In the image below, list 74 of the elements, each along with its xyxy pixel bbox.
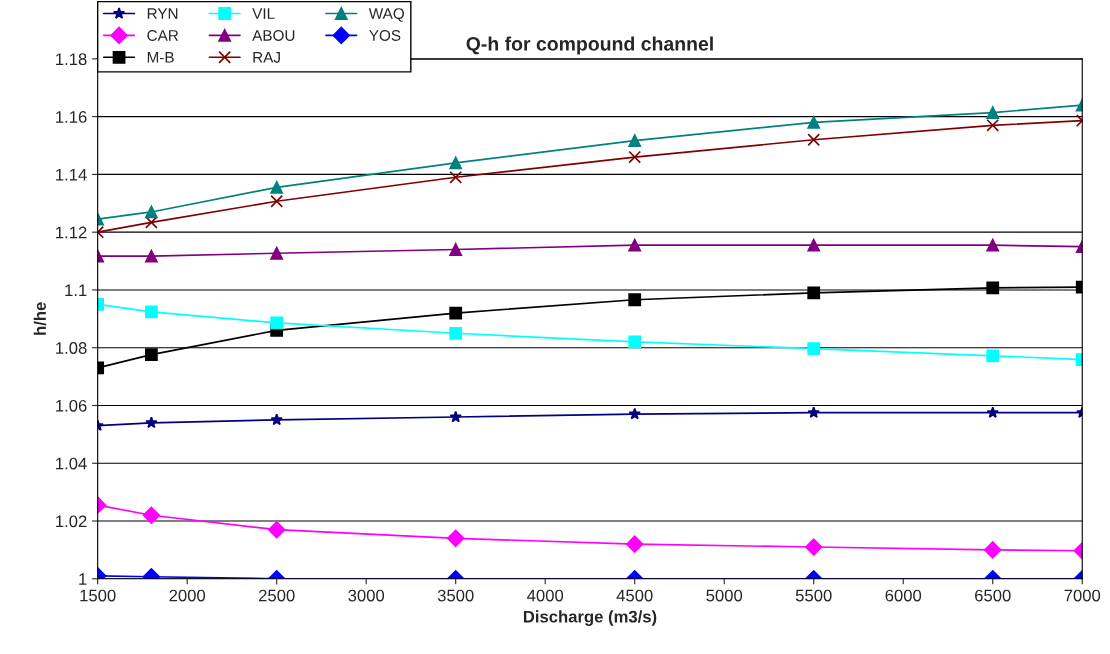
point	[986, 281, 1000, 295]
x-tick-label: 2000	[169, 589, 206, 602]
point	[628, 238, 642, 252]
point	[270, 413, 283, 426]
point	[986, 106, 1000, 119]
y-axis-title: h/he	[33, 302, 47, 335]
y-tick-label: 1.14	[56, 168, 87, 181]
y-tick-label: 1.1	[65, 284, 87, 296]
x-tick-label: 6000	[885, 589, 922, 602]
x-tick-label: 7000	[1064, 589, 1101, 602]
point	[807, 116, 821, 129]
y-tick-label: 1	[79, 573, 87, 585]
y-tick-label: 1.18	[56, 53, 87, 66]
x-axis-title: Discharge (m3/s)	[523, 610, 657, 626]
x-tick-label: 3000	[348, 589, 385, 602]
y-tick-label: 1.06	[56, 399, 87, 412]
x-tick-label: 5500	[795, 589, 832, 602]
y-tick-label: 1.16	[56, 111, 87, 123]
legend-label: WAQ	[368, 8, 404, 22]
x-tick-label: 1500	[80, 589, 116, 602]
point	[807, 286, 821, 300]
point	[144, 215, 158, 229]
point	[986, 118, 1000, 132]
point	[270, 316, 284, 330]
point	[270, 246, 284, 260]
point	[144, 205, 158, 219]
point	[449, 326, 463, 340]
y-tick-label: 1.02	[56, 515, 87, 528]
chart-title: Q-h for compound channel	[466, 36, 713, 55]
x-tick-label: 3500	[437, 589, 474, 602]
legend-label: VIL	[252, 8, 275, 19]
point	[270, 181, 284, 194]
x-tick-label: 4000	[527, 589, 564, 602]
point	[628, 293, 642, 307]
x-tick-label: 5000	[706, 589, 743, 602]
legend-label: RAJ	[253, 52, 280, 63]
point	[270, 194, 284, 208]
x-tick-label: 6500	[975, 589, 1011, 602]
point	[986, 238, 1000, 252]
point	[144, 348, 158, 362]
point	[144, 305, 158, 319]
point	[449, 410, 462, 423]
y-tick-label: 1.08	[56, 342, 87, 354]
point	[984, 541, 1002, 559]
point	[807, 342, 821, 355]
legend-label: YOS	[369, 30, 401, 41]
legend-label: RYN	[147, 8, 178, 19]
y-tick-label: 1.12	[56, 226, 87, 239]
y-tick-label: 1.04	[56, 457, 87, 470]
point	[628, 407, 641, 420]
point	[626, 535, 644, 553]
point	[807, 133, 821, 147]
point	[449, 156, 463, 170]
legend-label: M-B	[147, 52, 174, 63]
point	[449, 170, 463, 184]
point	[449, 306, 463, 320]
point	[628, 134, 642, 147]
point	[805, 538, 823, 556]
point	[144, 249, 158, 263]
point	[807, 406, 820, 419]
point	[145, 416, 158, 429]
point	[807, 238, 821, 252]
legend-label: CAR	[147, 30, 179, 41]
point	[447, 529, 465, 548]
point	[268, 520, 286, 539]
point	[986, 406, 999, 419]
x-tick-label: 2500	[258, 589, 295, 602]
point	[986, 349, 1000, 363]
x-tick-label: 4500	[616, 589, 653, 602]
point	[449, 243, 463, 256]
point	[628, 150, 642, 164]
point	[142, 506, 161, 524]
point	[628, 335, 642, 349]
legend-label: ABOU	[252, 30, 295, 41]
